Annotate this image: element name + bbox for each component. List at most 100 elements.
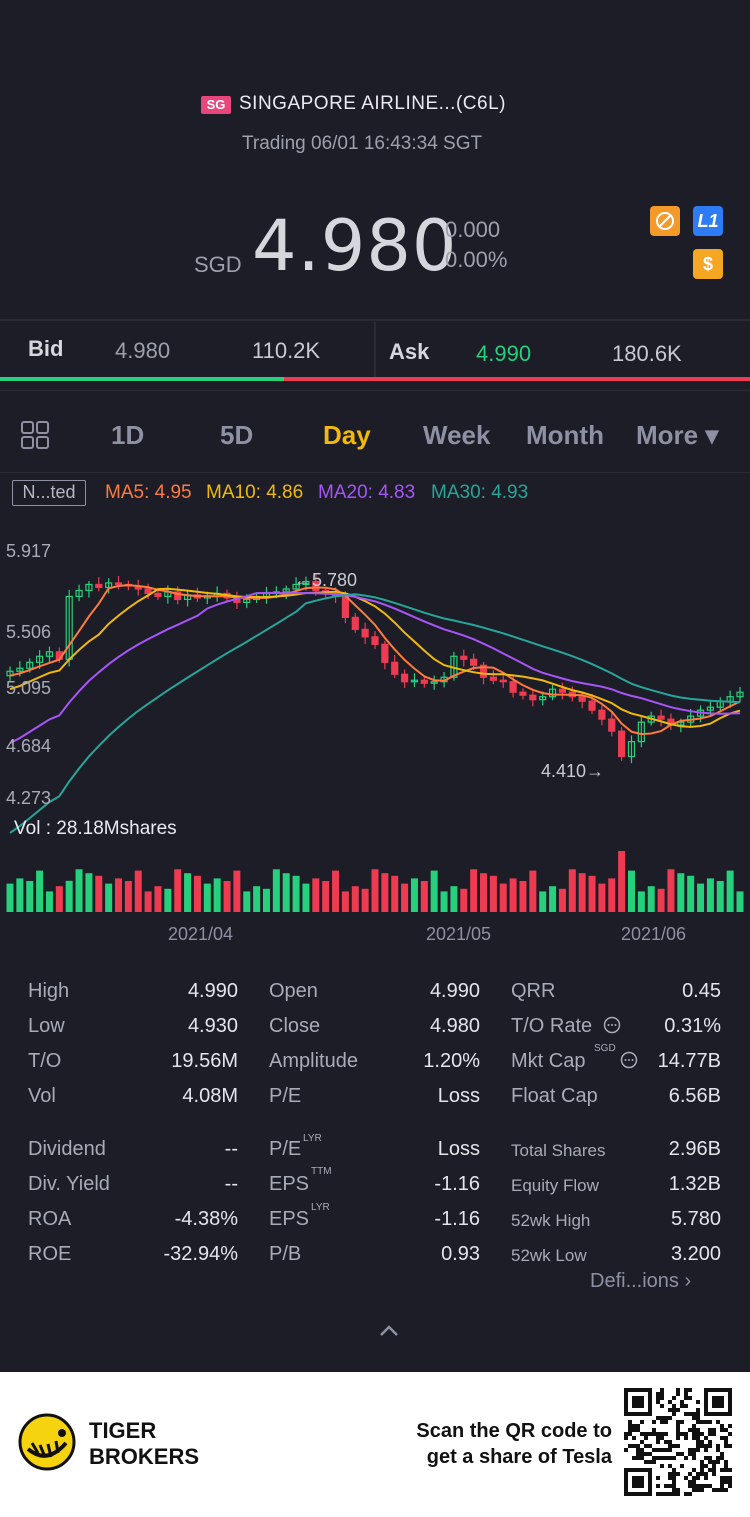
volume-bar (529, 870, 537, 912)
volume-bar (272, 869, 280, 912)
volume-bar (489, 875, 497, 912)
candle-body (539, 696, 547, 701)
stat-value: 4.980 (429, 1015, 480, 1037)
volume-bar (193, 875, 201, 912)
layout-grid-icon[interactable] (20, 420, 52, 450)
volume-bar (470, 869, 478, 912)
volume-bar (45, 891, 53, 912)
volume-bar (154, 886, 162, 912)
candle-body (519, 691, 527, 696)
candle-body (371, 636, 379, 645)
price-change-pct: 0.00% (445, 247, 508, 272)
volume-bar (519, 881, 527, 912)
volume-bar (292, 875, 300, 912)
info-icon[interactable] (603, 1016, 621, 1034)
volume-bar (223, 881, 231, 912)
ttm-superscript: TTM (311, 1166, 332, 1177)
candle-body (608, 718, 616, 732)
candle-body (627, 740, 636, 758)
candle-body (430, 681, 438, 684)
candle-body (588, 700, 596, 711)
volume-bar (26, 881, 34, 912)
volume-bar (253, 886, 261, 912)
bid-price: 4.980 (115, 338, 171, 363)
stat-value: Loss (437, 1138, 480, 1160)
volume-bar (440, 891, 448, 912)
no-trade-icon[interactable] (650, 206, 680, 236)
price-chart[interactable] (0, 530, 750, 920)
quote-divider (0, 390, 750, 391)
candle-body (95, 583, 103, 589)
level1-icon[interactable]: L1 (693, 206, 723, 236)
chevron-up-icon[interactable] (378, 1322, 400, 1338)
candle-body (489, 676, 497, 681)
info-icon[interactable] (620, 1051, 638, 1069)
stat-label: P/B (269, 1243, 302, 1265)
stat-label: Vol (28, 1085, 56, 1107)
tabs-divider (0, 472, 750, 473)
candle-body (706, 706, 715, 711)
tab-1d[interactable]: 1D (111, 420, 145, 450)
stat-value: 4.930 (187, 1015, 238, 1037)
candle-body (282, 588, 290, 593)
market-badge: SG (201, 96, 231, 114)
definitions-link[interactable]: Defi...ions › (590, 1270, 692, 1292)
promo-text: Scan the QR code to get a share of Tesla (380, 1418, 612, 1470)
tab-day[interactable]: Day (323, 420, 371, 450)
candle-body (618, 730, 626, 758)
low-marker-value: 4.410 (541, 761, 587, 781)
candle-body (6, 670, 14, 677)
stat-value: 3.200 (670, 1243, 721, 1265)
volume-bar (539, 891, 547, 912)
candle-body (420, 679, 428, 684)
low-marker: 4.410→ (541, 761, 605, 781)
ask-volume-bar (284, 377, 750, 381)
lyr-superscript: LYR (311, 1202, 330, 1213)
stat-value: 0.93 (441, 1243, 480, 1265)
volume-bar (647, 886, 655, 912)
volume-bar (716, 881, 724, 912)
candle-body (657, 715, 665, 720)
volume-bar (706, 878, 714, 912)
volume-bar (16, 878, 24, 912)
volume-bar (55, 886, 63, 912)
stat-label: Equity Flow (511, 1176, 599, 1195)
volume-bar (736, 891, 744, 912)
volume-bar (36, 870, 44, 912)
volume-bar (134, 870, 142, 912)
tab-more[interactable]: More ▾ (636, 420, 719, 450)
x-tick: 2021/04 (168, 924, 234, 944)
candle-body (114, 582, 123, 586)
tab-week[interactable]: Week (423, 420, 491, 450)
dollar-icon[interactable]: $ (693, 249, 723, 279)
promo-line: get a share of Tesla (426, 1446, 612, 1468)
stat-label: EPS (269, 1173, 310, 1195)
brand-line: BROKERS (89, 1444, 200, 1469)
stat-label: Close (269, 1015, 321, 1037)
stat-label: T/O Rate (511, 1015, 593, 1037)
volume-bar (164, 888, 172, 912)
ma20-legend: MA20: 4.83 (318, 482, 416, 503)
volume-bar (302, 883, 310, 912)
volume-bar (627, 870, 635, 912)
promo-line: Scan the QR code to (416, 1420, 612, 1442)
qr-code-icon[interactable] (624, 1388, 732, 1496)
stat-value: 0.31% (664, 1015, 721, 1037)
candle-body (677, 721, 685, 726)
ask-label: Ask (389, 339, 430, 364)
tab-5d[interactable]: 5D (220, 420, 254, 450)
volume-bar (184, 873, 192, 912)
volume-bar (657, 888, 665, 912)
candle-body (154, 592, 162, 598)
stat-label: ROE (28, 1243, 72, 1265)
bid-volume-bar (0, 377, 284, 381)
ma5-line (9, 584, 741, 736)
adjust-selector[interactable]: N...ted (12, 480, 86, 506)
x-tick: 2021/05 (426, 924, 492, 944)
volume-bar (558, 888, 566, 912)
candle-body (243, 598, 251, 604)
sgd-superscript: SGD (594, 1043, 616, 1054)
tab-month[interactable]: Month (526, 420, 604, 450)
stat-value: 19.56M (171, 1050, 238, 1072)
volume-label: Vol : 28.18Mshares (14, 818, 177, 839)
